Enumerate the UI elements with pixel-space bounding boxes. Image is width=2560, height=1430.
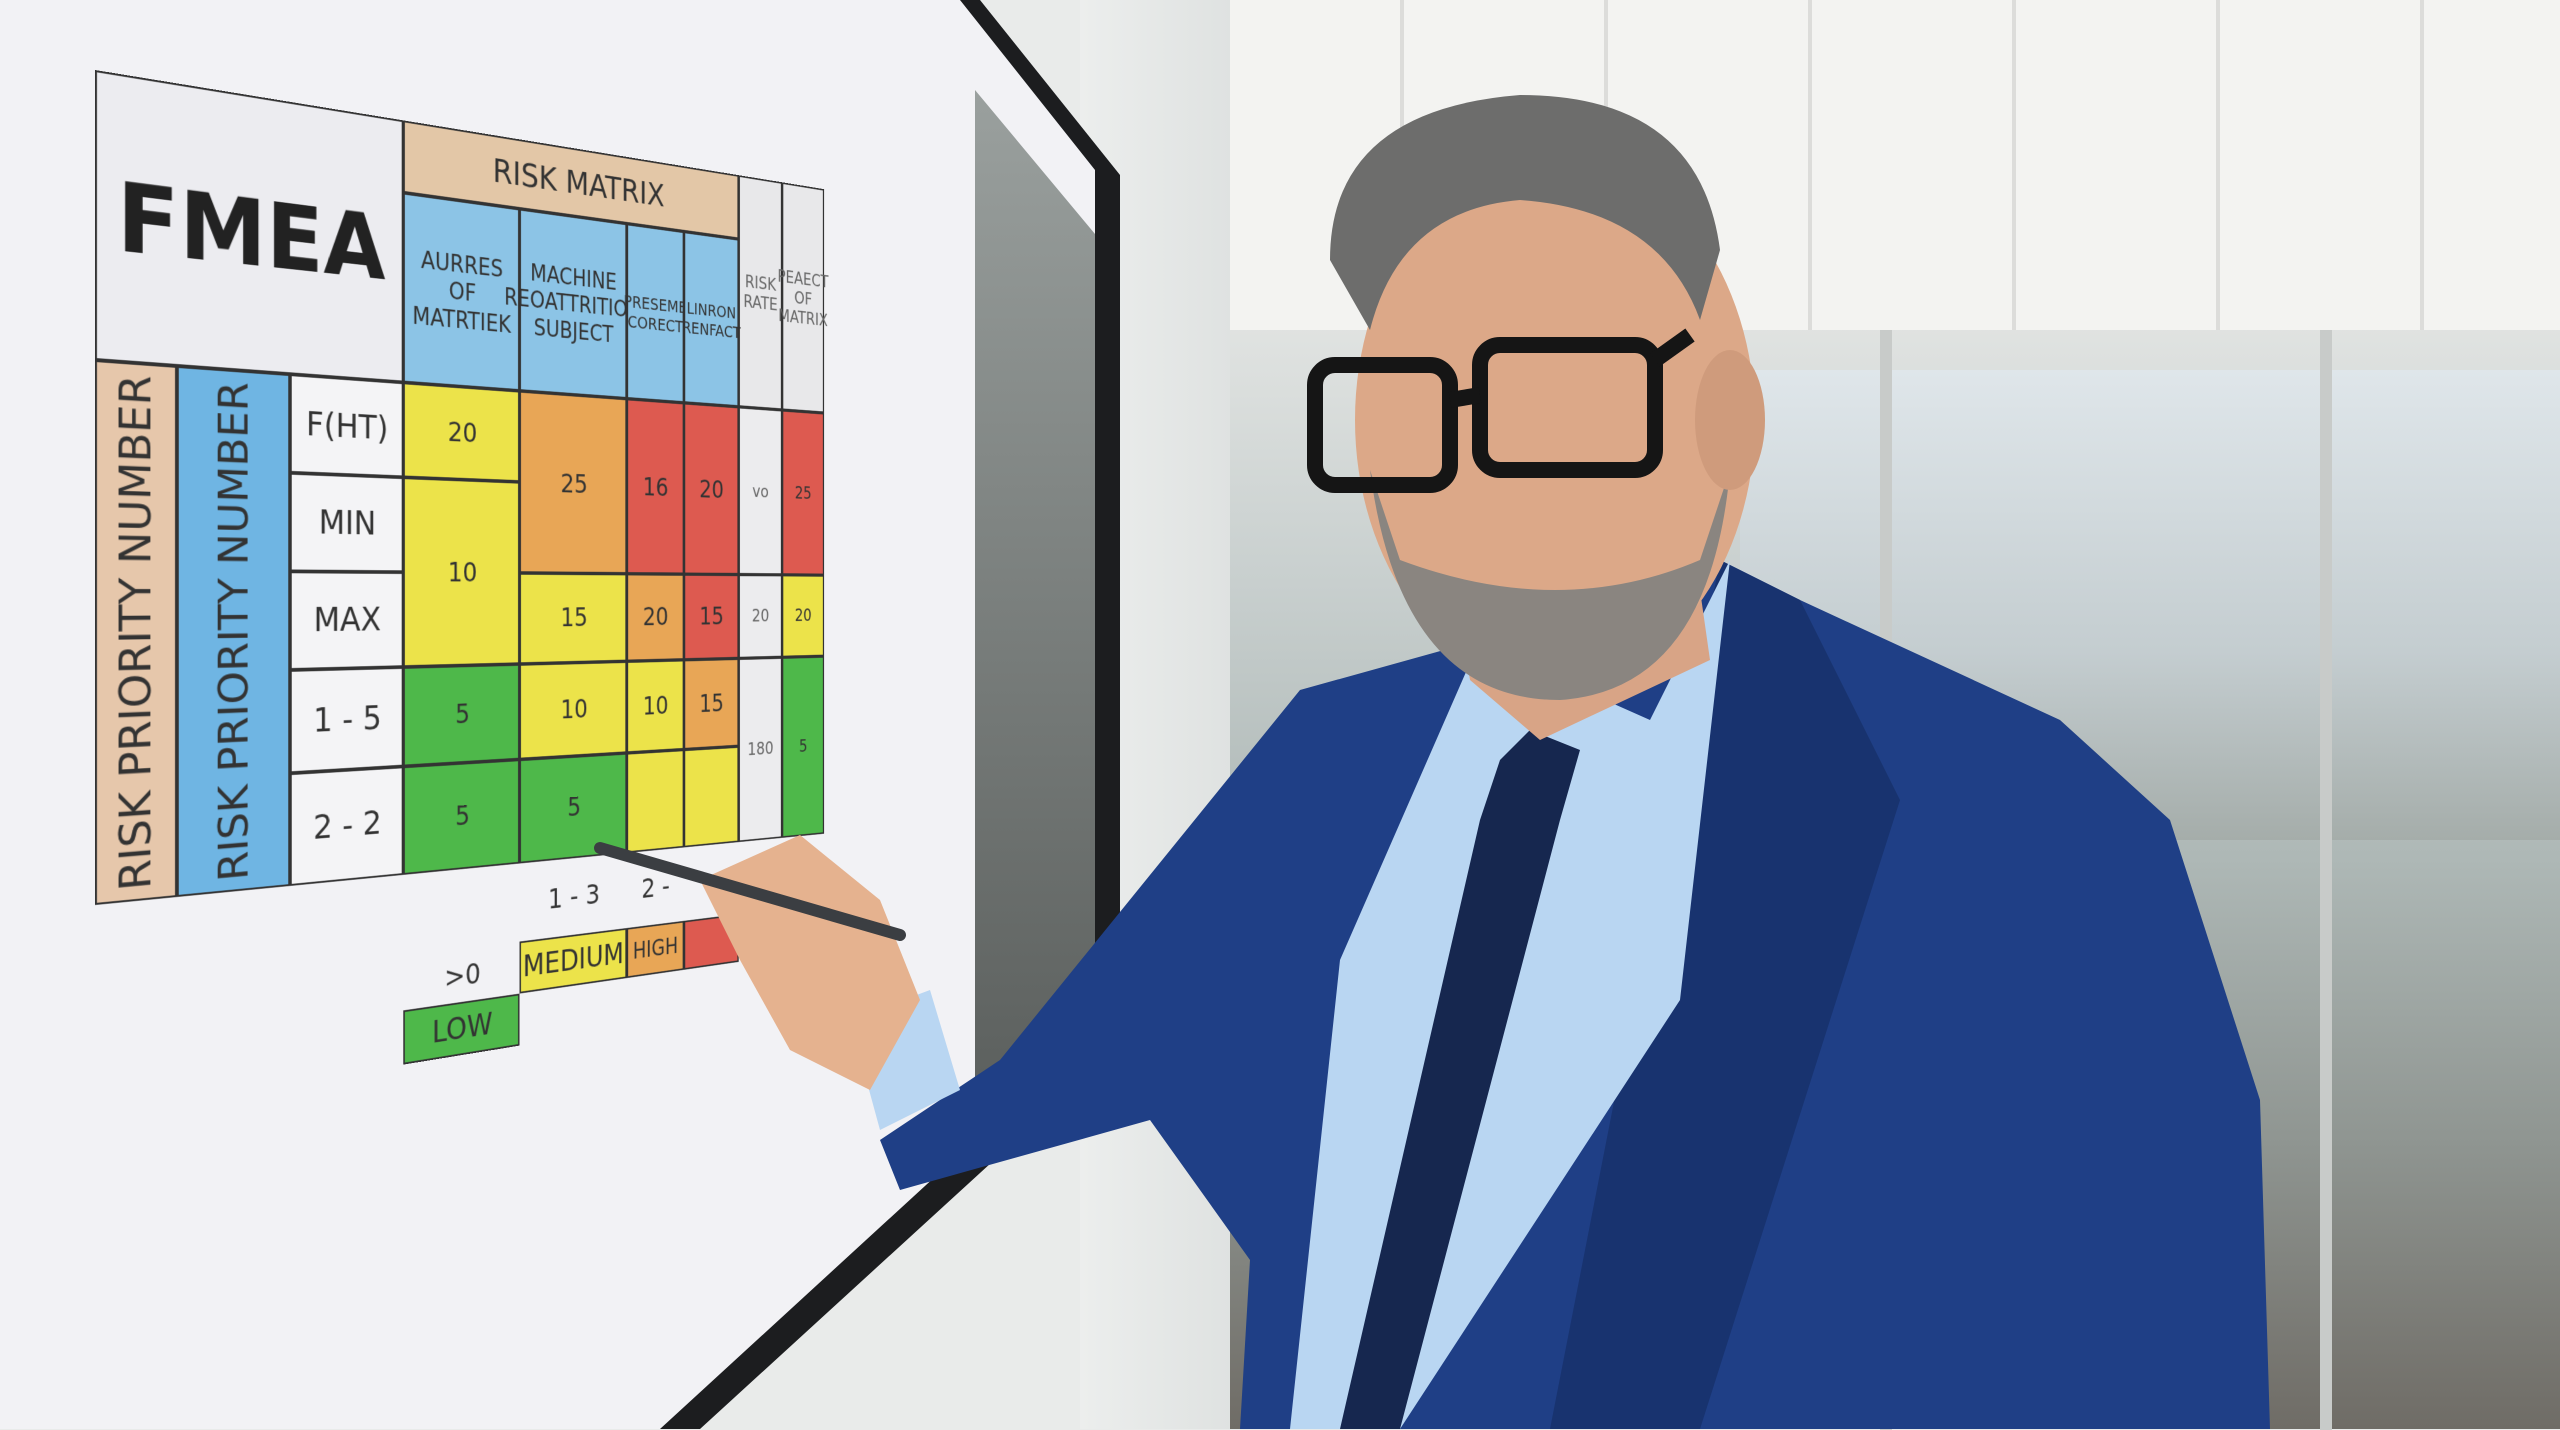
glasses-icon bbox=[1307, 328, 1695, 493]
stylus-pen bbox=[594, 842, 906, 941]
hand bbox=[700, 835, 920, 1090]
suit-shadow bbox=[1550, 560, 1900, 1429]
tie bbox=[1340, 730, 1580, 1429]
beard bbox=[1370, 470, 1730, 700]
screen-reflection bbox=[975, 90, 1095, 1090]
face bbox=[1355, 155, 1755, 685]
glass-mullion bbox=[2320, 330, 2332, 1430]
hair bbox=[1330, 95, 1720, 330]
ear bbox=[1695, 350, 1765, 490]
display-screen: FMEA RISK MATRIX RISK RATE PEAECT OF MAT… bbox=[0, 0, 1095, 1429]
